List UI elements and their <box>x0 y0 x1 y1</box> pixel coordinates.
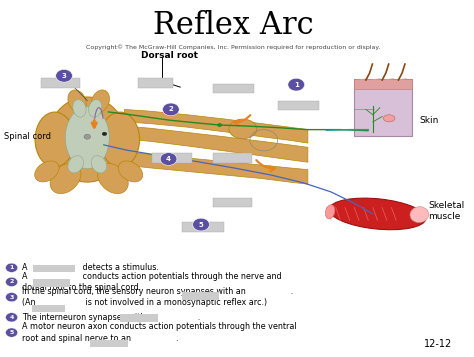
Ellipse shape <box>329 198 426 230</box>
Ellipse shape <box>383 115 395 122</box>
Text: Skin: Skin <box>419 116 439 125</box>
FancyBboxPatch shape <box>138 78 173 88</box>
Ellipse shape <box>325 205 335 219</box>
Text: Dorsal root: Dorsal root <box>141 51 198 60</box>
FancyBboxPatch shape <box>182 292 219 300</box>
Text: 4: 4 <box>166 156 171 162</box>
FancyBboxPatch shape <box>120 314 158 322</box>
Ellipse shape <box>410 207 428 222</box>
Text: 1: 1 <box>294 82 299 87</box>
FancyBboxPatch shape <box>33 265 75 272</box>
Text: Reflex Arc: Reflex Arc <box>153 10 314 41</box>
Text: 1: 1 <box>9 265 14 270</box>
Ellipse shape <box>229 119 257 139</box>
Circle shape <box>160 153 177 165</box>
Text: Spinal cord: Spinal cord <box>4 132 51 141</box>
Text: In the spinal cord, the sensory neuron synapses with an                  .
(An  : In the spinal cord, the sensory neuron s… <box>22 287 293 307</box>
Circle shape <box>288 78 305 91</box>
Text: A motor neuron axon conducts action potentials through the ventral
root and spin: A motor neuron axon conducts action pote… <box>22 322 297 343</box>
Ellipse shape <box>68 156 83 173</box>
Ellipse shape <box>100 112 139 167</box>
Ellipse shape <box>68 90 86 112</box>
Text: A                      detects a stimulus.: A detects a stimulus. <box>22 263 159 272</box>
Text: 3: 3 <box>62 73 66 79</box>
FancyBboxPatch shape <box>41 78 80 88</box>
FancyBboxPatch shape <box>182 222 224 232</box>
Ellipse shape <box>65 107 109 169</box>
Polygon shape <box>125 152 308 184</box>
Text: Skeletal
muscle: Skeletal muscle <box>428 201 465 221</box>
Circle shape <box>84 134 91 139</box>
Polygon shape <box>125 126 308 162</box>
Text: The interneuron synapses with a                  .: The interneuron synapses with a . <box>22 313 201 322</box>
Circle shape <box>163 103 179 116</box>
Ellipse shape <box>48 97 127 182</box>
Circle shape <box>6 277 18 287</box>
Text: A                      conducts action potentials through the nerve and
dorsal r: A conducts action potentials through the… <box>22 272 282 292</box>
Ellipse shape <box>91 156 107 173</box>
Circle shape <box>193 218 210 231</box>
Ellipse shape <box>73 100 86 117</box>
FancyBboxPatch shape <box>152 154 192 162</box>
FancyBboxPatch shape <box>213 84 255 94</box>
Ellipse shape <box>50 164 81 193</box>
Ellipse shape <box>89 100 102 117</box>
FancyBboxPatch shape <box>90 340 128 347</box>
Ellipse shape <box>98 164 128 193</box>
Ellipse shape <box>91 90 109 112</box>
Ellipse shape <box>35 112 74 167</box>
Circle shape <box>6 313 18 322</box>
FancyBboxPatch shape <box>213 198 252 207</box>
Circle shape <box>6 328 18 337</box>
Ellipse shape <box>35 161 59 182</box>
Text: Copyright© The McGraw-Hill Companies, Inc. Permission required for reproduction : Copyright© The McGraw-Hill Companies, In… <box>86 45 381 50</box>
FancyBboxPatch shape <box>32 305 65 312</box>
Circle shape <box>6 263 18 272</box>
FancyBboxPatch shape <box>354 79 412 89</box>
Text: 2: 2 <box>9 280 14 285</box>
FancyBboxPatch shape <box>213 154 252 162</box>
Text: 12-12: 12-12 <box>424 338 452 348</box>
FancyBboxPatch shape <box>354 79 412 136</box>
Circle shape <box>6 292 18 302</box>
Ellipse shape <box>118 161 143 182</box>
Polygon shape <box>125 110 308 143</box>
Text: 5: 5 <box>199 222 203 227</box>
Text: 3: 3 <box>9 295 14 300</box>
Text: 2: 2 <box>168 106 173 112</box>
Text: 4: 4 <box>9 315 14 320</box>
Text: 5: 5 <box>9 330 14 335</box>
Circle shape <box>102 132 107 136</box>
Circle shape <box>56 69 73 82</box>
FancyBboxPatch shape <box>278 101 319 110</box>
FancyBboxPatch shape <box>33 279 70 287</box>
Circle shape <box>217 123 222 127</box>
